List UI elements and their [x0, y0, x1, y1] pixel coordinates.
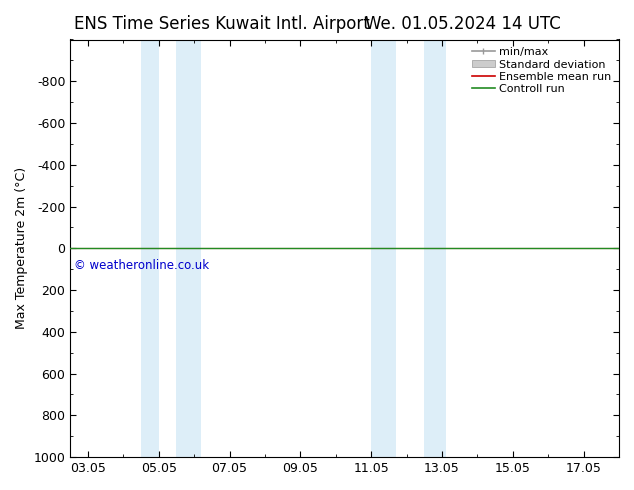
- Bar: [176, 40, 201, 457]
- Text: We. 01.05.2024 14 UTC: We. 01.05.2024 14 UTC: [365, 15, 560, 33]
- Y-axis label: Max Temperature 2m (°C): Max Temperature 2m (°C): [15, 167, 28, 329]
- Bar: [141, 40, 158, 457]
- Text: ENS Time Series Kuwait Intl. Airport: ENS Time Series Kuwait Intl. Airport: [74, 15, 370, 33]
- Bar: [424, 40, 446, 457]
- Legend: min/max, Standard deviation, Ensemble mean run, Controll run: min/max, Standard deviation, Ensemble me…: [470, 45, 614, 96]
- Bar: [371, 40, 396, 457]
- Text: © weatheronline.co.uk: © weatheronline.co.uk: [74, 259, 209, 272]
